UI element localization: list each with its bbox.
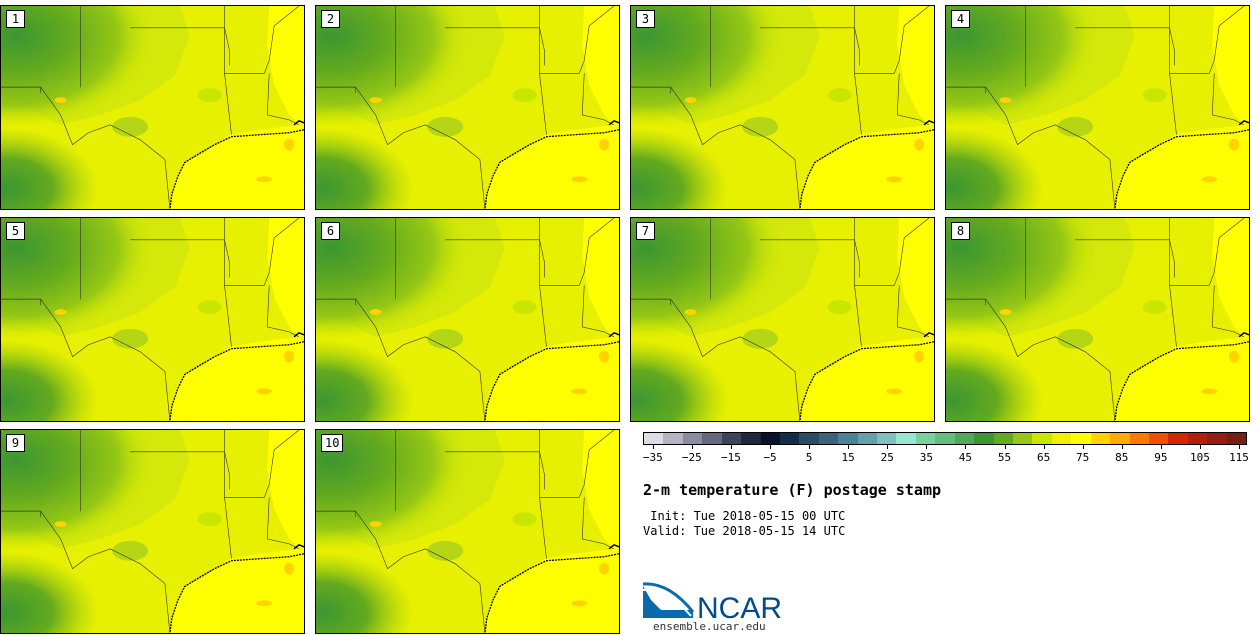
colorbar-swatch <box>702 433 722 444</box>
colorbar-swatch <box>1051 433 1072 444</box>
colorbar <box>643 432 1247 445</box>
panel-2: 2 <box>315 5 620 210</box>
panel-9: 9 <box>0 429 305 634</box>
colorbar-tick <box>1043 445 1045 449</box>
colorbar-swatch <box>1071 433 1091 444</box>
colorbar-swatch <box>1110 433 1130 444</box>
panel-label: 10 <box>321 434 344 452</box>
panel-label: 7 <box>636 222 655 240</box>
colorbar-swatch <box>779 433 800 444</box>
panel-label: 3 <box>636 10 655 28</box>
colorbar-swatch <box>954 433 975 444</box>
colorbar-swatch <box>993 433 1014 444</box>
colorbar-swatch <box>1013 433 1033 444</box>
colorbar-tick <box>691 445 693 449</box>
panel-label: 6 <box>321 222 340 240</box>
colorbar-tick-label: 105 <box>1189 451 1210 464</box>
ncar-logo-swoosh <box>643 582 695 613</box>
colorbar-swatch <box>896 433 916 444</box>
colorbar-tick-label: 5 <box>805 451 813 464</box>
init-time: Init: Tue 2018-05-15 00 UTC <box>643 509 846 523</box>
logo-url: ensemble.ucar.edu <box>653 620 766 633</box>
colorbar-tick <box>1160 445 1162 449</box>
colorbar-tick-label: 95 <box>1154 451 1168 464</box>
colorbar-swatch <box>1226 433 1247 444</box>
colorbar-tick-label: 75 <box>1076 451 1090 464</box>
panel-5: 5 <box>0 217 305 422</box>
colorbar-tick <box>809 445 811 449</box>
colorbar-swatch <box>721 433 742 444</box>
colorbar-swatch <box>799 433 819 444</box>
colorbar-tick-label: 55 <box>997 451 1012 464</box>
colorbar-tick-label: −15 <box>720 451 741 464</box>
colorbar-swatch <box>974 433 994 444</box>
colorbar-tick-label: 115 <box>1229 451 1249 464</box>
colorbar-swatch <box>857 433 878 444</box>
colorbar-swatch <box>1168 433 1188 444</box>
colorbar-tick <box>1239 445 1240 449</box>
colorbar-tick <box>730 445 732 449</box>
colorbar-swatch <box>935 433 955 444</box>
panel-7: 7 <box>630 217 935 422</box>
colorbar-swatch <box>1129 433 1149 444</box>
colorbar-tick <box>652 445 654 449</box>
valid-time: Valid: Tue 2018-05-15 14 UTC <box>643 524 846 538</box>
colorbar-tick <box>965 445 967 449</box>
colorbar-tick-label: −5 <box>763 451 777 464</box>
colorbar-swatch <box>818 433 839 444</box>
colorbar-tick <box>848 445 850 449</box>
colorbar-tick-label: −25 <box>681 451 702 464</box>
colorbar-tick <box>1082 445 1084 449</box>
colorbar-tick <box>1199 445 1201 449</box>
panel-label: 9 <box>6 434 25 452</box>
panel-label: 8 <box>951 222 970 240</box>
ncar-logo-mark <box>643 586 693 618</box>
colorbar-swatch <box>1090 433 1111 444</box>
colorbar-tick <box>926 445 928 449</box>
panel-label: 5 <box>6 222 25 240</box>
colorbar-swatch <box>838 433 858 444</box>
panel-6: 6 <box>315 217 620 422</box>
colorbar-tick-label: 25 <box>880 451 894 464</box>
colorbar-swatch <box>682 433 703 444</box>
colorbar-tick-label: −35 <box>642 451 663 464</box>
panel-label: 2 <box>321 10 340 28</box>
colorbar-swatch <box>663 433 683 444</box>
panel-label: 1 <box>6 10 25 28</box>
colorbar-tick-label: 45 <box>958 451 973 464</box>
colorbar-tick-label: 65 <box>1036 451 1051 464</box>
panel-label: 4 <box>951 10 970 28</box>
ncar-logo-text: NCAR <box>697 592 782 623</box>
ncar-logo: NCAR <box>643 582 782 623</box>
colorbar-tick-label: 15 <box>841 451 855 464</box>
colorbar-swatch <box>1032 433 1052 444</box>
colorbar-ticks: −35 −25 −15 −5 5 15 25 35 45 55 65 75 85 95 105 115 <box>642 445 1249 465</box>
colorbar-tick-label: 85 <box>1115 451 1129 464</box>
colorbar-swatch <box>1187 433 1208 444</box>
colorbar-swatch <box>1148 433 1169 444</box>
colorbar-swatch <box>1207 433 1227 444</box>
colorbar-swatch <box>877 433 897 444</box>
figure-title: 2-m temperature (F) postage stamp <box>643 481 942 499</box>
colorbar-tick <box>887 445 889 449</box>
panel-8: 8 <box>945 217 1250 422</box>
panel-1: 1 <box>0 5 305 210</box>
colorbar-tick-label: 35 <box>919 451 933 464</box>
colorbar-swatch <box>760 433 780 444</box>
colorbar-swatch <box>741 433 761 444</box>
colorbar-swatch <box>915 433 936 444</box>
colorbar-tick <box>770 445 772 449</box>
colorbar-swatch <box>644 433 664 444</box>
colorbar-tick <box>1121 445 1123 449</box>
colorbar-tick <box>1004 445 1006 449</box>
panel-3: 3 <box>630 5 935 210</box>
panel-4: 4 <box>945 5 1250 210</box>
panel-10: 10 <box>315 429 620 634</box>
